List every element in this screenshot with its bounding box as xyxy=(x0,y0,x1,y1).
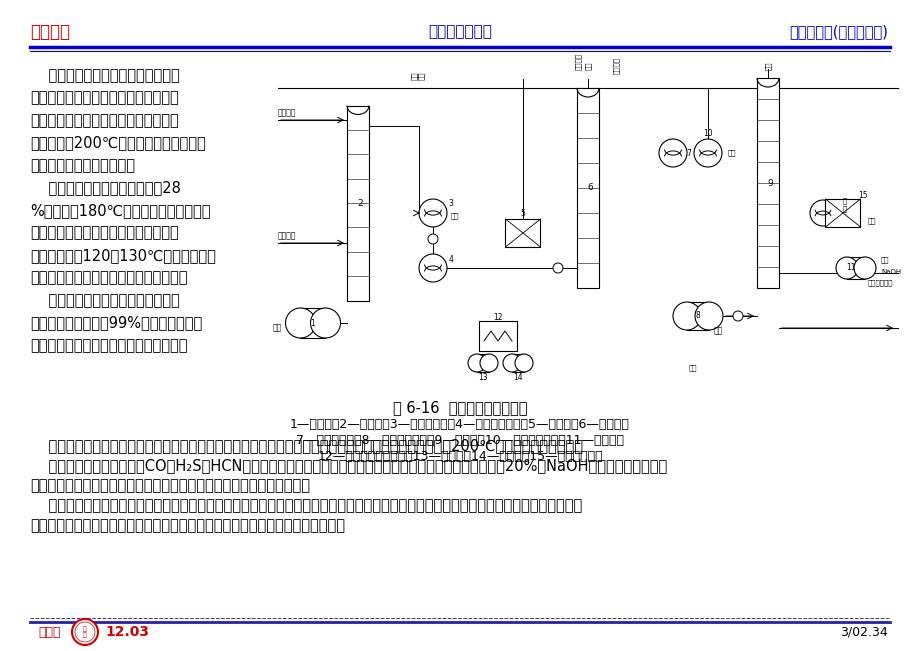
Text: 7: 7 xyxy=(686,148,691,158)
Text: 此外，在用磷铵溶液吸收氨时，煤气中的乙烯、苯、甲苯等也会被磷铵母液微量吸收，并带入精馏塔内。因此，在进料板附近可能积聚液态: 此外，在用磷铵溶液吸收氨时，煤气中的乙烯、苯、甲苯等也会被磷铵母液微量吸收，并带… xyxy=(30,498,582,513)
Circle shape xyxy=(552,263,562,273)
Bar xyxy=(476,354,489,372)
Text: 10: 10 xyxy=(702,128,712,137)
Bar xyxy=(479,321,516,351)
Text: 接蒸汽，在与富液逆向接触中，将富液: 接蒸汽，在与富液逆向接触中，将富液 xyxy=(30,90,178,105)
Circle shape xyxy=(809,200,835,226)
Text: 冷
水: 冷 水 xyxy=(842,198,846,212)
Text: 经冷凝冷却后，部分液态无水氨作回流，: 经冷凝冷却后，部分液态无水氨作回流， xyxy=(30,338,187,353)
Text: 2: 2 xyxy=(357,199,362,208)
Text: 精馏塔为板式塔，塔底通入过热直: 精馏塔为板式塔，塔底通入过热直 xyxy=(30,293,179,308)
Text: 编辑：: 编辑： xyxy=(38,626,61,639)
Ellipse shape xyxy=(285,308,315,338)
Circle shape xyxy=(427,234,437,244)
Text: 图 6-16  无水氨生产工艺流程: 图 6-16 无水氨生产工艺流程 xyxy=(392,400,527,415)
Circle shape xyxy=(418,199,447,227)
Text: 6: 6 xyxy=(586,184,592,193)
Text: 4: 4 xyxy=(448,255,453,264)
Circle shape xyxy=(732,311,743,321)
Text: 14: 14 xyxy=(513,374,522,383)
Bar xyxy=(576,88,598,288)
Text: 无水氨生产(弗萨姆工艺): 无水氨生产(弗萨姆工艺) xyxy=(789,25,887,40)
Text: 中所含氨部分地解吸出来。塔底排出贫: 中所含氨部分地解吸出来。塔底排出贫 xyxy=(30,113,178,128)
Text: 液温度约为200℃左右，经与富液换热及: 液温度约为200℃左右，经与富液换热及 xyxy=(30,135,206,150)
Text: 冷凝并冷却至120～130℃。冷凝氨水入: 冷凝并冷却至120～130℃。冷凝氨水入 xyxy=(30,248,216,263)
Bar xyxy=(824,199,859,227)
Text: 液体: 液体 xyxy=(880,256,889,263)
Text: 5: 5 xyxy=(520,208,525,217)
Text: 磷酸: 磷酸 xyxy=(273,324,282,333)
Text: 碱性
气体: 碱性 气体 xyxy=(411,72,425,80)
Text: 蒸汽: 蒸汽 xyxy=(584,62,591,70)
Ellipse shape xyxy=(835,257,857,279)
Ellipse shape xyxy=(480,354,497,372)
Text: 蒸汽: 蒸汽 xyxy=(712,327,721,335)
Text: 氨水加工与生产: 氨水加工与生产 xyxy=(427,25,492,40)
Ellipse shape xyxy=(468,354,485,372)
Text: 由解吸塔顶出来的蒸汽含氨约28: 由解吸塔顶出来的蒸汽含氨约28 xyxy=(30,180,181,195)
Text: 7—部分冷凝器；8—精馏塔给料槽；9—精馏塔；10—精馏塔冷凝器；11—烧碱槽；: 7—部分冷凝器；8—精馏塔给料槽；9—精馏塔；10—精馏塔冷凝器；11—烧碱槽； xyxy=(296,434,623,447)
Text: 12.03: 12.03 xyxy=(105,625,149,639)
Ellipse shape xyxy=(311,308,340,338)
Text: 蒸汽: 蒸汽 xyxy=(688,365,697,371)
Text: NaOH: NaOH xyxy=(880,269,900,275)
Bar xyxy=(505,219,540,247)
Text: 冷水: 冷水 xyxy=(727,150,736,156)
Ellipse shape xyxy=(503,354,520,372)
Text: 中性蒸气: 中性蒸气 xyxy=(612,57,618,74)
Ellipse shape xyxy=(694,302,722,330)
Circle shape xyxy=(418,254,447,282)
Text: 焦炉煤气: 焦炉煤气 xyxy=(278,232,296,240)
Text: 1: 1 xyxy=(311,318,315,327)
Text: %，温度为180℃左右。蒸汽经部分冷凝: %，温度为180℃左右。蒸汽经部分冷凝 xyxy=(30,203,210,218)
Text: 13: 13 xyxy=(478,374,487,383)
Text: 11: 11 xyxy=(845,264,855,273)
Text: 12: 12 xyxy=(493,314,502,322)
Circle shape xyxy=(693,139,721,167)
Circle shape xyxy=(72,619,98,645)
Text: 12—泡沫浮选除焦油器；13—焦油槽；14—溶液槽；15—活性炭吸附器: 12—泡沫浮选除焦油器；13—焦油槽；14—溶液槽；15—活性炭吸附器 xyxy=(317,450,602,463)
Text: 油分。需由中部侧线引出，经冷却后进行油水分离，分离水重回塔内，油分排出。: 油分。需由中部侧线引出，经冷却后进行油水分离，分离水重回塔内，油分排出。 xyxy=(30,518,345,533)
Text: 其余部分经活性炭吸附器除去液氨中微量油分后作为产品送往压力槽贮存。由塔底排出的废液，温度约为200℃，可送往蒸氨塔处理。: 其余部分经活性炭吸附器除去液氨中微量油分后作为产品送往压力槽贮存。由塔底排出的废… xyxy=(30,438,583,453)
Text: 编
辑: 编 辑 xyxy=(83,626,86,638)
Text: 用水间接冷却后回吸收塔。: 用水间接冷却后回吸收塔。 xyxy=(30,158,135,173)
Ellipse shape xyxy=(515,354,532,372)
Text: 废液去蒸氨塔: 废液去蒸氨塔 xyxy=(867,280,892,286)
Bar xyxy=(301,308,325,338)
Text: 15: 15 xyxy=(857,191,867,199)
Text: 液氨: 液氨 xyxy=(867,217,876,225)
Text: 蒸汽: 蒸汽 xyxy=(764,62,770,70)
Circle shape xyxy=(658,139,686,167)
Text: 冷水: 冷水 xyxy=(450,213,459,219)
Text: 9: 9 xyxy=(766,178,772,187)
Bar xyxy=(346,105,369,301)
Text: 1—磷酸槽；2—吸收塔；3—贫液冷却器；4—贫富液换热器；5—蒸发器；6—解吸塔；: 1—磷酸槽；2—吸收塔；3—贫液冷却器；4—贫富液换热器；5—蒸发器；6—解吸塔… xyxy=(289,418,630,431)
Text: 器与富液换热后，在冷凝冷却器中全部: 器与富液换热后，在冷凝冷却器中全部 xyxy=(30,225,178,240)
Ellipse shape xyxy=(853,257,875,279)
Bar xyxy=(686,302,709,330)
Text: 碱性气体: 碱性气体 xyxy=(574,53,581,70)
Text: 于废水中一起排出。否则，所形成的铵盐会在精馏塔内积聚而引起堵塞。: 于废水中一起排出。否则，所形成的铵盐会在精馏塔内积聚而引起堵塞。 xyxy=(30,478,310,493)
Text: 煤化工艺: 煤化工艺 xyxy=(30,23,70,41)
Text: 3/02.34: 3/02.34 xyxy=(839,626,887,639)
Text: 解吸塔为板式塔，塔底通入过热直: 解吸塔为板式塔，塔底通入过热直 xyxy=(30,68,179,83)
Text: 焦炉煤气: 焦炉煤气 xyxy=(278,109,296,117)
Bar xyxy=(846,257,864,279)
Bar xyxy=(512,354,524,372)
Text: 8: 8 xyxy=(695,311,699,320)
Text: 接蒸汽，由塔顶得到99%以上的纯氨汽，: 接蒸汽，由塔顶得到99%以上的纯氨汽， xyxy=(30,316,202,331)
Text: 3: 3 xyxy=(448,199,453,208)
Bar xyxy=(756,78,778,288)
Ellipse shape xyxy=(673,302,700,330)
Text: 为了使进料中残存的微量CO、H₂S、HCN等酸性气体与氨结合生成的铵盐分解，可在精馏塔进料塔板以上送入20%的NaOH溶液，生成的钠盐溶: 为了使进料中残存的微量CO、H₂S、HCN等酸性气体与氨结合生成的铵盐分解，可在… xyxy=(30,458,666,473)
Text: 精馏塔给料槽，再用泵加压送至精馏塔。: 精馏塔给料槽，再用泵加压送至精馏塔。 xyxy=(30,271,187,286)
